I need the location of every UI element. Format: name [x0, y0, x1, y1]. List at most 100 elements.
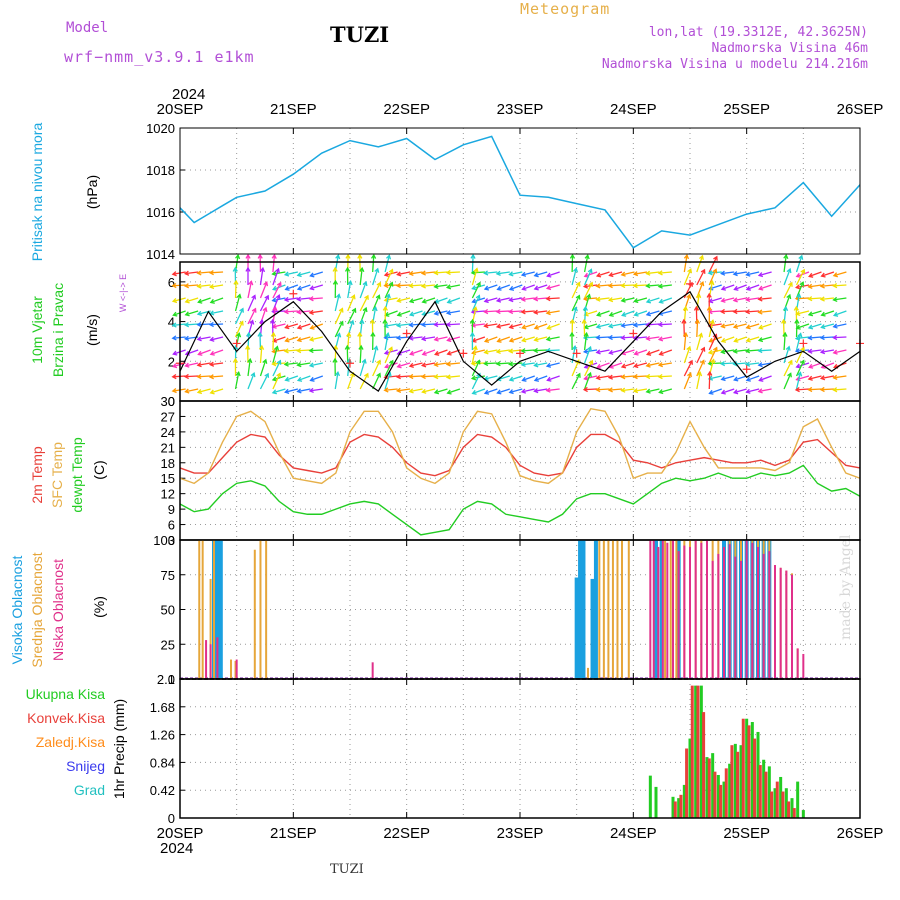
wind-arrow-head [309, 376, 315, 382]
wind-arrow-head [819, 296, 825, 302]
wind-arrow [297, 323, 311, 329]
wind-compass-label: W <-|-> E [118, 274, 128, 312]
wind-arrow [372, 373, 381, 390]
wind-arrow [384, 282, 393, 299]
wind-arrow-head [296, 272, 302, 278]
wind-arrow [584, 310, 598, 316]
wind-arrow [596, 375, 610, 379]
wind-arrow-head [808, 363, 814, 369]
wind-arrow-head [283, 271, 290, 277]
wind-arrow [484, 284, 498, 290]
wind-arrow-head [607, 282, 613, 289]
wind-arrow [596, 388, 610, 391]
wind-arrow-head [171, 271, 177, 277]
cloud-bar [757, 546, 759, 679]
precip-bar [739, 745, 743, 818]
wind-arrow [334, 294, 340, 312]
wind-arrow-head [495, 361, 501, 367]
wind-arrow-head [364, 372, 369, 378]
wind-arrow-head [370, 331, 376, 337]
wind-arrow-head [595, 386, 601, 393]
pressure-ytick-label: 1018 [146, 163, 175, 178]
wind-arrow-head [819, 334, 825, 341]
wind-arrow [272, 388, 286, 394]
wind-arrow-head [472, 306, 478, 312]
wind-arrow [197, 375, 211, 378]
wind-arrow-head [688, 359, 693, 365]
wind-arrow [471, 271, 485, 274]
wind-arrow-head [209, 298, 215, 304]
wind-arrow-head [532, 296, 539, 302]
wind-arrow [696, 255, 704, 273]
wind-arrow-head [184, 311, 190, 317]
wind-arrow [272, 297, 286, 302]
wind-arrow [447, 297, 461, 304]
wind-arrow [746, 349, 760, 352]
wind-arrow-head [346, 357, 352, 363]
cloud-bar [649, 540, 652, 679]
wind-arrow-head [533, 285, 539, 291]
wind-arrow [820, 336, 834, 339]
wind-arrow [234, 372, 240, 390]
wind-arrow [609, 323, 623, 328]
wind-arrow-head [396, 350, 402, 356]
precip-bar [792, 808, 796, 818]
wind-arrow [795, 269, 805, 286]
wind-arrow-head [708, 389, 714, 395]
wind-arrow-head [284, 376, 290, 382]
wind-arrow [297, 297, 311, 301]
wind-arrow-head [382, 318, 388, 324]
wind-arrow-head [595, 296, 601, 302]
wind-arrow-head [508, 361, 514, 367]
wind-gust-marker [572, 349, 581, 358]
wind-arrow [272, 255, 276, 273]
cloud-bar [215, 540, 220, 679]
wind-arrow [571, 360, 580, 377]
model-name: wrf−nmm_v3.9.1 e1km [64, 48, 255, 66]
wind-arrow-head [733, 285, 739, 291]
wind-arrow [708, 256, 718, 273]
wind-arrow-head [446, 337, 452, 343]
precip-axis-label: 1hr Precip (mm) [111, 699, 127, 799]
cloud-bar [201, 540, 204, 679]
pressure-unit-label: (hPa) [84, 175, 100, 209]
wind-arrow [172, 284, 186, 287]
wind-arrow [422, 271, 436, 275]
wind-arrow-head [794, 318, 800, 324]
wind-arrow [733, 271, 747, 275]
wind-arrow [646, 297, 660, 303]
pressure-ytick-label: 1016 [146, 205, 175, 220]
wind-arrow-head [335, 254, 341, 260]
wind-arrow-head [376, 372, 381, 378]
wind-arrow [708, 347, 718, 364]
wind-arrow [597, 362, 610, 369]
wind-arrow-head [434, 350, 440, 356]
cloud-bar [213, 540, 215, 679]
cloud-bar [265, 540, 268, 679]
wind-arrow-head [798, 254, 804, 260]
wind-arrow-head [171, 388, 177, 394]
wind-arrow-head [782, 331, 788, 337]
wind-arrow [472, 297, 486, 303]
wind-arrow [733, 297, 747, 302]
wind-arrow [796, 362, 810, 368]
wind-arrow [297, 362, 311, 366]
wind-arrow-head [794, 387, 800, 393]
cloud-bar [768, 551, 771, 679]
precip-bar [707, 758, 711, 818]
wind-arrow-head [271, 348, 277, 354]
wind-gust-marker [289, 289, 298, 298]
wind-arrow-head [196, 373, 202, 380]
cloud-bar [762, 553, 765, 679]
wind-arrow-head [645, 270, 651, 276]
wind-arrow-head [473, 267, 479, 273]
wind-arrow-head [445, 361, 451, 367]
wind-arrow-head [595, 334, 601, 341]
wind-arrow-head [521, 337, 527, 343]
precip-bar [750, 722, 754, 818]
precip-bar [728, 763, 732, 818]
wind-arrow-head [284, 388, 290, 394]
wind-arrow [534, 284, 548, 290]
wind-arrow [571, 282, 580, 299]
wind-arrow [434, 271, 448, 274]
